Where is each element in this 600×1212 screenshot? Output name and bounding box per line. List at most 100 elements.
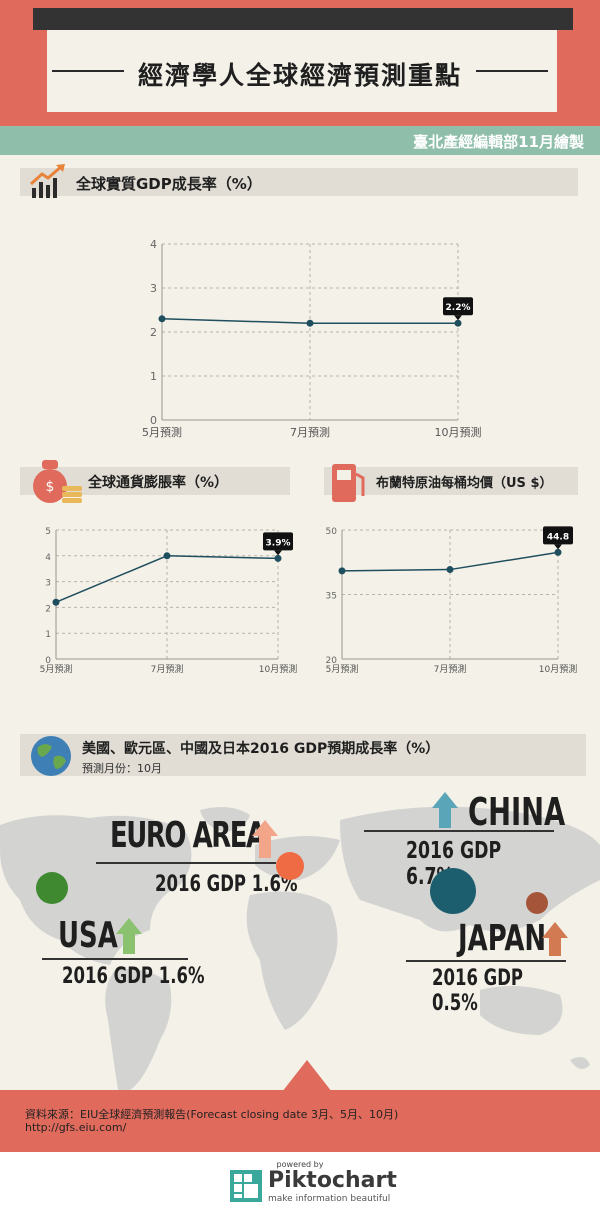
y-tick-label: 4: [150, 238, 157, 251]
y-tick-label: 3: [45, 579, 51, 589]
oil-line-chart: 20 35 50 5月預測 7月預測 10月預測 44.8: [326, 526, 577, 675]
gdp-line-chart: 0 1 2 3 4 5月預測 7月預測 10月預測 2.2%: [142, 238, 482, 439]
header-banner: 經濟學人全球經濟預測重點: [0, 0, 600, 130]
euro-region-name: EURO AREA: [110, 815, 266, 856]
footer-triangle: [282, 1060, 332, 1092]
usa-region-name: USA: [58, 915, 118, 956]
data-label: 3.9%: [266, 538, 291, 548]
source-text: 資料來源：EIU全球經濟預測報告(Forecast closing date 3…: [25, 1108, 399, 1121]
brand-footer: powered by Piktochart make information b…: [0, 1152, 600, 1212]
source-url[interactable]: http://gfs.eiu.com/: [25, 1121, 127, 1134]
japan-gdp: 2016 GDP 0.5%: [432, 966, 524, 1016]
china-underline: [364, 830, 554, 832]
y-tick-label: 1: [45, 630, 51, 640]
piktochart-tagline: make information beautiful: [268, 1194, 391, 1204]
y-tick-label: 0: [45, 656, 51, 666]
usa-up-arrow-icon: [116, 918, 142, 954]
data-label: 44.8: [547, 532, 569, 542]
gdp-section-bar: [20, 168, 578, 196]
china-up-arrow-icon: [432, 792, 458, 828]
x-tick-label: 10月預測: [259, 663, 297, 675]
data-label-box: [263, 532, 293, 551]
euro-bubble: [276, 852, 304, 880]
data-label-pointer: [274, 550, 282, 556]
money-bag-icon: $: [33, 460, 82, 503]
greenland-shape: [200, 806, 250, 832]
data-point: [338, 567, 346, 575]
header-top-bar: [33, 8, 573, 30]
y-tick-label: 5: [45, 527, 51, 537]
powered-by-text: powered by: [276, 1160, 324, 1169]
y-tick-label: 2: [45, 604, 51, 614]
title-rule-right: [476, 70, 548, 72]
china-gdp: 2016 GDP 6.7%: [406, 838, 502, 890]
euro-underline: [96, 862, 276, 864]
data-label: 2.2%: [446, 303, 471, 313]
oil-section-bar: [324, 467, 578, 495]
title-rule-left: [52, 70, 124, 72]
data-point: [163, 552, 171, 560]
japan-up-arrow-icon: [542, 922, 568, 956]
inflation-section-title: 全球通貨膨脹率（%）: [88, 475, 229, 491]
inflation-line-chart: 0 1 2 3 4 5 5月預測 7月預測 10月預測 3.9%: [40, 527, 298, 675]
map-section-subtitle: 預測月份：10月: [82, 762, 162, 775]
x-tick-label: 10月預測: [539, 663, 577, 675]
usa-underline: [42, 958, 188, 960]
japan-region-name: JAPAN: [458, 918, 547, 959]
svg-text:$: $: [46, 479, 55, 495]
data-label-pointer: [454, 315, 462, 321]
japan-bubble: [526, 892, 548, 914]
x-tick-label: 5月預測: [142, 425, 182, 439]
data-label-box: [543, 526, 573, 545]
japan-underline: [406, 960, 566, 962]
x-tick-label: 7月預測: [151, 663, 184, 675]
growth-chart-icon: [29, 164, 65, 198]
australia-shape: [480, 986, 563, 1035]
x-tick-label: 5月預測: [40, 663, 73, 675]
y-tick-label: 3: [150, 282, 157, 295]
euro-up-arrow-icon: [252, 820, 278, 858]
south-america-shape: [105, 969, 172, 1090]
x-tick-label: 5月預測: [326, 663, 359, 675]
usa-gdp: 2016 GDP 1.6%: [62, 964, 205, 989]
globe-icon: [31, 736, 71, 776]
x-tick-label: 10月預測: [435, 425, 482, 439]
new-zealand-shape: [570, 1056, 590, 1069]
y-tick-label: 20: [326, 656, 338, 666]
data-point: [306, 319, 314, 327]
oil-section-title: 布蘭特原油每桶均價（US $）: [376, 476, 553, 491]
map-section-bar: [20, 734, 586, 776]
north-america-shape: [0, 815, 192, 965]
china-region-name: CHINA: [468, 790, 566, 834]
data-label-pointer: [554, 544, 562, 550]
euro-gdp: 2016 GDP 1.6%: [155, 872, 298, 897]
y-tick-label: 35: [326, 592, 337, 602]
y-tick-label: 2: [150, 326, 157, 339]
y-tick-label: 50: [326, 527, 338, 537]
data-point: [454, 319, 462, 327]
data-point: [158, 315, 166, 323]
piktochart-logo-icon: [230, 1170, 262, 1202]
x-tick-label: 7月預測: [434, 663, 467, 675]
data-point: [446, 566, 454, 574]
credit-bar: 臺北產經編輯部11月繪製: [0, 126, 600, 155]
gdp-section-title: 全球實質GDP成長率（%）: [76, 175, 262, 193]
china-bubble: [430, 868, 476, 914]
usa-bubble: [36, 872, 68, 904]
y-tick-label: 4: [45, 553, 51, 563]
data-point: [554, 548, 562, 556]
data-point: [52, 598, 60, 606]
y-tick-label: 0: [150, 414, 157, 427]
map-section-title: 美國、歐元區、中國及日本2016 GDP預期成長率（%）: [82, 741, 440, 757]
x-tick-label: 7月預測: [290, 425, 330, 439]
data-label-box: [443, 297, 473, 316]
footer-source: 資料來源：EIU全球經濟預測報告(Forecast closing date 3…: [0, 1090, 600, 1152]
piktochart-brand-name: Piktochart: [268, 1168, 397, 1193]
africa-shape: [246, 891, 338, 1030]
data-point: [274, 554, 282, 562]
credit-text: 臺北產經編輯部11月繪製: [413, 133, 584, 151]
page-title: 經濟學人全球經濟預測重點: [137, 61, 462, 90]
header-title-box: [47, 30, 557, 112]
fuel-pump-icon: [332, 464, 365, 502]
y-tick-label: 1: [150, 370, 157, 383]
